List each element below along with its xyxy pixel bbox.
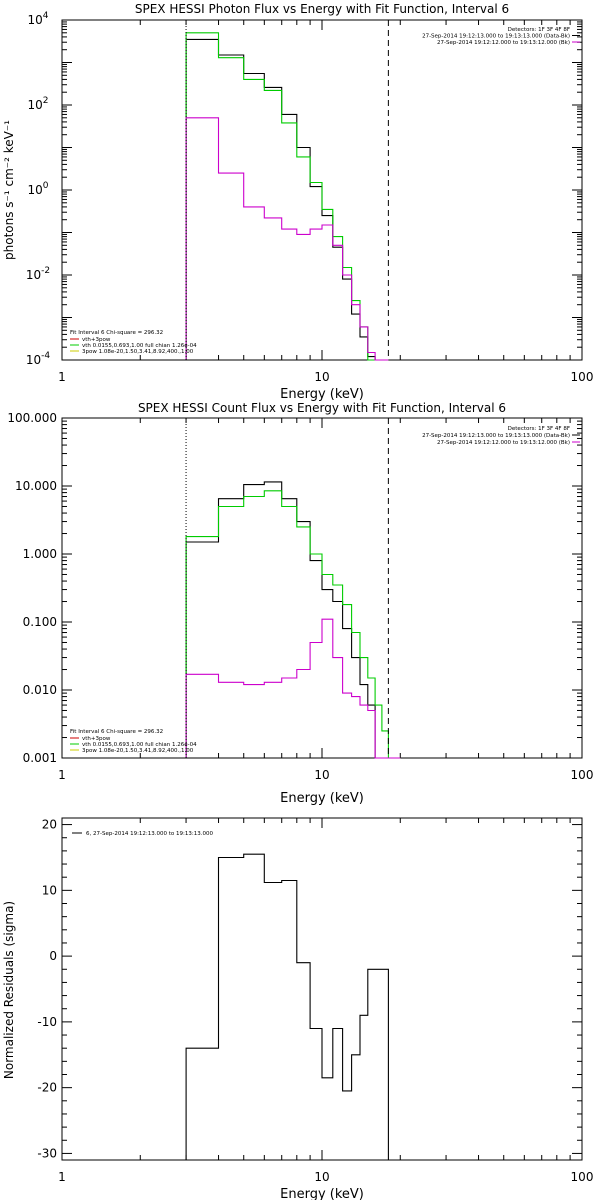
series-0-line <box>185 38 389 361</box>
residuals-chart: 1 10 100 -30 -20 -10 0 10 20 Normalized Residual… <box>2 817 594 1200</box>
series-0-line <box>185 481 401 759</box>
count-chart-title: SPEX HESSI Count Flux vs Energy with Fit… <box>138 401 506 415</box>
count-legend-top: Detectors: 1F 3F 4F 8F 27-Sep-2014 19:12… <box>422 426 580 446</box>
y-tick-label: 102 <box>27 96 48 112</box>
photon-legend-bottom: Fit Interval 6 Chi-square = 296.32 vth+3… <box>70 330 197 355</box>
x-tick-label: 1 <box>58 1170 66 1184</box>
count-legend-vth: vth 0.0155,0.693,1.00 full chian 1.26e-0… <box>82 742 197 748</box>
y-tick-label: 100.000 <box>7 411 57 425</box>
count-legend-3pow: 3pow 1.08e-20,1.50,3.41,8.92,400.,1.00 <box>82 748 194 754</box>
x-tick-label: 100 <box>571 768 594 782</box>
y-tick-label: 1.000 <box>23 547 57 561</box>
residuals-x-axis-label: Energy (keV) <box>280 1187 364 1200</box>
x-tick-label: 10 <box>314 370 329 384</box>
x-tick-label: 100 <box>571 1170 594 1184</box>
series-2-line <box>185 117 389 361</box>
photon-legend-bk: 27-Sep-2014 19:12:12.000 to 19:13:12.000… <box>437 40 570 46</box>
count-legend-data: 27-Sep-2014 19:12:13.000 to 19:13:13.000… <box>422 433 570 439</box>
photon-legend-top: Detectors: 1F 3F 4F 8F 27-Sep-2014 19:12… <box>422 27 580 46</box>
y-tick-label: 10-2 <box>26 266 50 282</box>
residuals-legend-entry: 6, 27-Sep-2014 19:12:13.000 to 19:13:13.… <box>86 831 213 837</box>
count-legend-fit: Fit Interval 6 Chi-square = 296.32 <box>70 729 163 735</box>
x-tick-label: 1 <box>58 370 66 384</box>
photon-x-axis-label: Energy (keV) <box>280 387 364 402</box>
y-tick-label: 0.001 <box>23 751 57 765</box>
x-tick-label: 100 <box>571 370 594 384</box>
series-0-line <box>185 853 389 1160</box>
y-tick-label: 10.000 <box>15 479 57 493</box>
residuals-legend: 6, 27-Sep-2014 19:12:13.000 to 19:13:13.… <box>72 831 213 837</box>
photon-chart-title: SPEX HESSI Photon Flux vs Energy with Fi… <box>135 2 509 16</box>
residuals-plot-frame <box>61 817 583 1161</box>
count-x-axis-label: Energy (keV) <box>280 791 364 806</box>
series-1-line <box>185 32 389 361</box>
photon-legend-vth: vth 0.0155,0.693,1.00 full chian 1.26e-0… <box>82 343 197 349</box>
y-tick-label: 10 <box>42 883 57 897</box>
count-legend-detectors: Detectors: 1F 3F 4F 8F <box>508 426 570 432</box>
x-tick-label: 10 <box>314 1170 329 1184</box>
series-1-line <box>185 490 401 759</box>
count-legend-bk: 27-Sep-2014 19:12:12.000 to 19:13:12.000… <box>437 440 570 446</box>
y-tick-label: -20 <box>37 1081 57 1095</box>
photon-legend-3pow: 3pow 1.08e-20,1.50,3.41,8.92,400.,1.00 <box>82 349 194 355</box>
count-legend-bottom: Fit Interval 6 Chi-square = 296.32 vth+3… <box>70 729 197 754</box>
y-tick-label: 0.100 <box>23 615 57 629</box>
x-tick-label: 1 <box>58 768 66 782</box>
count-legend-vth3pow: vth+3pow <box>82 736 111 742</box>
series-2-line <box>185 618 401 759</box>
y-tick-label: -10 <box>37 1015 57 1029</box>
photon-legend-vth3pow: vth+3pow <box>82 337 111 343</box>
y-tick-label: 20 <box>42 818 57 832</box>
count-flux-chart: SPEX HESSI Count Flux vs Energy with Fit… <box>7 401 593 806</box>
photon-legend-detectors: Detectors: 1F 3F 4F 8F <box>508 27 570 33</box>
x-tick-label: 10 <box>314 768 329 782</box>
y-tick-label: 0 <box>49 949 57 963</box>
y-tick-label: 10-4 <box>26 351 51 367</box>
y-tick-label: 0.010 <box>23 683 57 697</box>
photon-flux-chart: SPEX HESSI Photon Flux vs Energy with Fi… <box>2 2 593 402</box>
photon-legend-fit: Fit Interval 6 Chi-square = 296.32 <box>70 330 163 336</box>
photon-y-axis-label: photons s⁻¹ cm⁻² keV⁻¹ <box>2 120 16 260</box>
y-tick-label: 104 <box>27 11 48 27</box>
y-tick-label: -30 <box>37 1146 57 1160</box>
photon-legend-data: 27-Sep-2014 19:12:13.000 to 19:13:13.000… <box>422 34 570 40</box>
y-tick-label: 100 <box>27 181 48 197</box>
residuals-y-axis-label: Normalized Residuals (sigma) <box>2 901 16 1079</box>
